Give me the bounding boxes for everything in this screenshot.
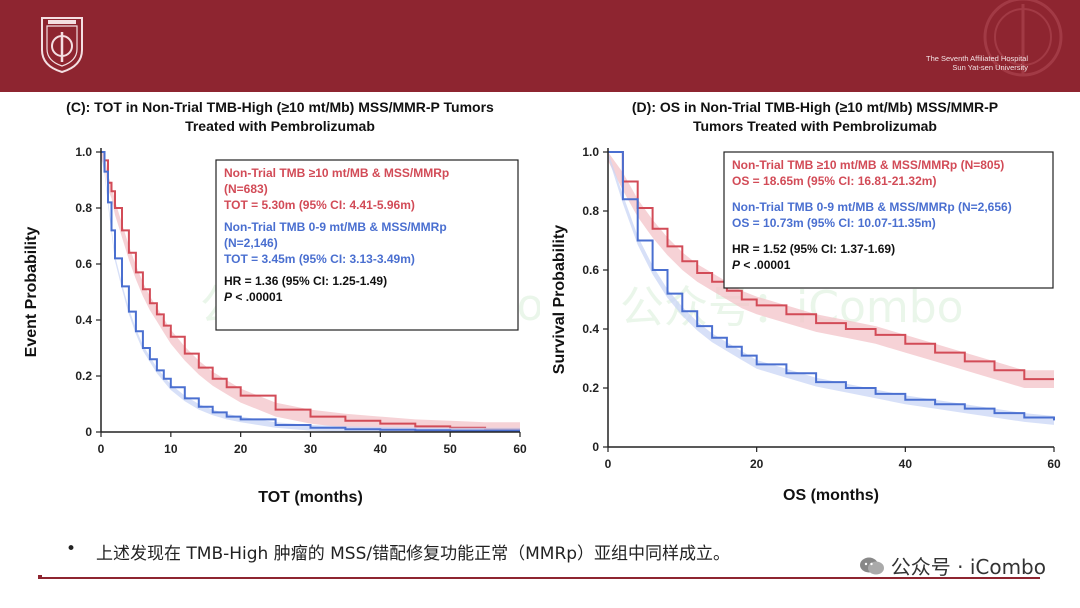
x-tick-label: 60 [1047, 457, 1061, 471]
y-tick-label: 0 [592, 440, 599, 454]
x-tick-label: 40 [374, 442, 388, 456]
y-tick-label: 0.6 [582, 263, 599, 277]
p-value-text: P < .00001 [224, 290, 283, 304]
bullet-text: 上述发现在 TMB-High 肿瘤的 MSS/错配修复功能正常（MMRp）亚组中… [96, 544, 731, 564]
y-tick-label: 0 [85, 425, 92, 439]
x-tick-label: 10 [164, 442, 178, 456]
y-tick-label: 0.2 [582, 381, 599, 395]
legend-blue-text: (N=2,146) [224, 236, 278, 250]
p-value-text: P < .00001 [732, 258, 791, 272]
x-tick-label: 20 [234, 442, 248, 456]
x-tick-label: 40 [899, 457, 913, 471]
university-seal-icon [41, 17, 83, 74]
y-axis-label: Survival Probability [551, 225, 568, 374]
y-tick-label: 0.4 [582, 322, 599, 336]
x-tick-label: 0 [605, 457, 612, 471]
x-tick-label: 50 [443, 442, 457, 456]
series-line-blue [608, 151, 1055, 421]
legend-blue-text: TOT = 3.45m (95% CI: 3.13-3.49m) [224, 252, 415, 266]
chart-title-line2: Treated with Pembrolizumab [185, 118, 375, 134]
legend-red-text: Non-Trial TMB ≥10 mt/MB & MSS/MMRp (N=80… [732, 158, 1004, 172]
chart-title-line1: (D): OS in Non-Trial TMB-High (≥10 mt/Mb… [632, 99, 998, 115]
series-line-blue [101, 151, 520, 432]
legend-blue-text: Non-Trial TMB 0-9 mt/MB & MSS/MMRp [224, 220, 447, 234]
y-axis-label: Event Probability [23, 227, 40, 358]
chart-d-svg: (D): OS in Non-Trial TMB-High (≥10 mt/Mb… [551, 99, 1061, 504]
legend-red-text: TOT = 5.30m (95% CI: 4.41-5.96m) [224, 198, 415, 212]
chart-d: (D): OS in Non-Trial TMB-High (≥10 mt/Mb… [540, 92, 1080, 524]
y-tick-label: 1.0 [582, 145, 599, 159]
p-value-letter: P [732, 258, 741, 272]
legend-blue-text: Non-Trial TMB 0-9 mt/MB & MSS/MMRp (N=2,… [732, 200, 1012, 214]
legend-box [723, 151, 1054, 289]
series-line-red [101, 151, 520, 431]
y-tick-label: 0.6 [75, 257, 92, 271]
x-axis-label: OS (months) [783, 487, 879, 504]
y-tick-label: 1.0 [75, 145, 92, 159]
wechat-icon [859, 557, 884, 574]
hazard-ratio-text: HR = 1.36 (95% CI: 1.25-1.49) [224, 274, 387, 288]
y-tick-label: 0.8 [582, 204, 599, 218]
x-tick-label: 0 [98, 442, 105, 456]
chart-c: (C): TOT in Non-Trial TMB-High (≥10 mt/M… [0, 92, 540, 524]
slide-header: The Seventh Affiliated Hospital Sun Yat-… [0, 0, 1080, 92]
y-tick-label: 0.8 [75, 201, 92, 215]
x-tick-label: 20 [750, 457, 764, 471]
chart-title-line1: (C): TOT in Non-Trial TMB-High (≥10 mt/M… [66, 99, 494, 115]
p-value-letter: P [224, 290, 233, 304]
wechat-watermark: 公众号 · iCombo [859, 551, 1046, 580]
p-value-number: < .00001 [740, 258, 791, 272]
legend-blue-text: OS = 10.73m (95% CI: 10.07-11.35m) [732, 216, 936, 230]
legend-red-text: Non-Trial TMB ≥10 mt/MB & MSS/MMRp [224, 166, 449, 180]
chart-c-svg: (C): TOT in Non-Trial TMB-High (≥10 mt/M… [23, 99, 540, 506]
p-value-number: < .00001 [232, 290, 283, 304]
series-line-red [608, 151, 1054, 381]
chart-title-line2: Tumors Treated with Pembrolizumab [693, 118, 937, 134]
x-axis-label: TOT (months) [258, 489, 363, 506]
y-tick-label: 0.4 [75, 313, 92, 327]
legend-red-text: OS = 18.65m (95% CI: 16.81-21.32m) [732, 174, 936, 188]
x-tick-label: 30 [304, 442, 318, 456]
legend-red-text: (N=683) [224, 182, 268, 196]
hazard-ratio-text: HR = 1.52 (95% CI: 1.37-1.69) [732, 242, 895, 256]
hospital-name-line1: The Seventh Affiliated Hospital [925, 54, 1028, 63]
x-tick-label: 60 [513, 442, 527, 456]
y-tick-label: 0.2 [75, 369, 92, 383]
footer-divider [40, 577, 1040, 579]
emblem-watermark-icon [983, 0, 1063, 77]
hospital-name: The Seventh Affiliated Hospital Sun Yat-… [926, 54, 1028, 72]
watermark-text: 公众号 · iCombo [890, 555, 1046, 579]
hospital-name-line2: Sun Yat-sen University [952, 63, 1028, 72]
bullet-dot-icon: • [66, 539, 77, 559]
legend-box [215, 159, 519, 331]
